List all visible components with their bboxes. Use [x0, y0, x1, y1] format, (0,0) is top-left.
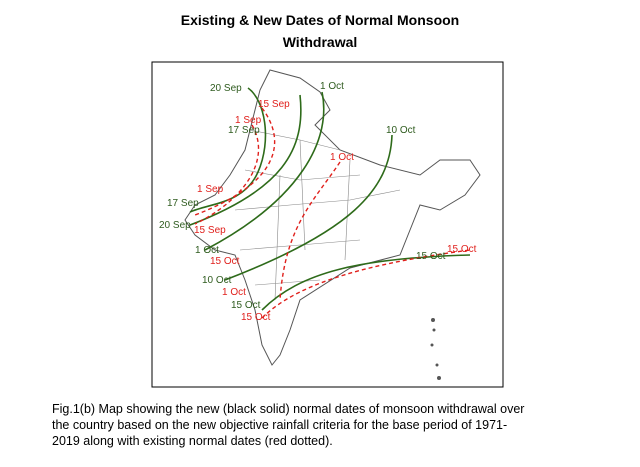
existing-date-label: 15 Oct [241, 312, 271, 323]
new-date-label: 15 Oct [231, 300, 261, 311]
existing-date-label: 15 Sep [258, 99, 290, 110]
new-date-label: 1 Oct [195, 245, 219, 256]
new-date-label: 1 Oct [320, 81, 344, 92]
caption-line: the country based on the new objective r… [52, 418, 507, 432]
existing-date-label: 15 Oct [210, 256, 240, 267]
title-line: Withdrawal [283, 34, 358, 50]
existing-date-label: 1 Oct [330, 152, 354, 163]
caption-line: Fig.1(b) Map showing the new (black soli… [52, 402, 524, 416]
existing-isolines [194, 107, 471, 319]
existing-date-label: 1 Sep [235, 115, 262, 126]
india-outline [184, 69, 481, 366]
existing-date-label: 1 Oct [222, 287, 246, 298]
new-date-label: 20 Sep [159, 220, 191, 231]
title-line: Existing & New Dates of Normal Monsoon [181, 12, 459, 28]
map-frame [151, 61, 504, 388]
existing-date-label: 15 Sep [194, 225, 226, 236]
new-date-label: 10 Oct [202, 275, 232, 286]
new-date-label: 10 Oct [386, 125, 416, 136]
new-isolines [189, 87, 471, 311]
new-date-label: 15 Oct [416, 251, 446, 262]
new-date-label: 17 Sep [167, 198, 199, 209]
islands [430, 318, 441, 380]
state-borders [234, 129, 401, 301]
existing-date-label: 15 Oct [447, 244, 477, 255]
new-date-label: 20 Sep [210, 83, 242, 94]
existing-date-label: 1 Sep [197, 184, 224, 195]
caption-line: 2019 along with existing normal dates (r… [52, 434, 333, 448]
new-date-label: 17 Sep [228, 125, 260, 136]
